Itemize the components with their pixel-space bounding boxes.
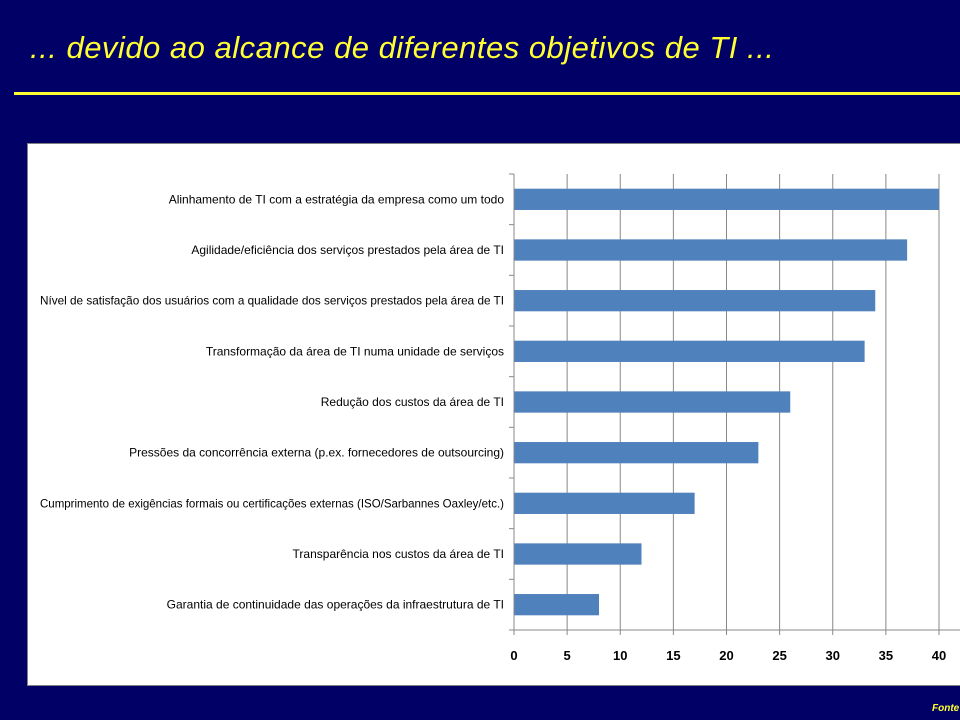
bar (514, 442, 759, 464)
bar (514, 239, 908, 261)
bar (514, 188, 939, 210)
category-label: Transparência nos custos da área de TI (293, 547, 504, 561)
category-label: Alinhamento de TI com a estratégia da em… (169, 192, 505, 206)
x-tick-label: 40 (932, 648, 946, 663)
category-label: Redução dos custos da área de TI (321, 395, 504, 409)
chart-panel: Alinhamento de TI com a estratégia da em… (27, 143, 960, 686)
x-tick-labels: 0 5 10 15 20 25 30 35 40 (510, 648, 946, 663)
chart-axes (509, 173, 960, 635)
bar (514, 340, 865, 362)
x-tick-label: 10 (613, 648, 627, 663)
x-tick-label: 35 (879, 648, 893, 663)
source-label: Fonte (932, 703, 960, 714)
category-label: Agilidade/eficiência dos serviços presta… (191, 243, 504, 257)
category-label: Cumprimento de exigências formais ou cer… (40, 496, 504, 510)
x-tick-label: 20 (719, 648, 733, 663)
bar-chart: Alinhamento de TI com a estratégia da em… (40, 173, 960, 663)
x-tick-label: 0 (510, 648, 517, 663)
bar (514, 290, 876, 312)
chart-bars (514, 188, 939, 616)
bar (514, 543, 642, 565)
category-labels: Alinhamento de TI com a estratégia da em… (40, 192, 504, 611)
x-tick-label: 5 (564, 648, 571, 663)
category-label: Pressões da concorrência externa (p.ex. … (129, 446, 504, 460)
category-label: Nível de satisfação dos usuários com a q… (40, 294, 504, 308)
bar (514, 594, 599, 616)
title-divider (14, 92, 960, 95)
category-label: Garantia de continuidade das operações d… (167, 598, 504, 612)
bar (514, 391, 791, 413)
x-tick-label: 30 (826, 648, 840, 663)
x-tick-label: 15 (666, 648, 680, 663)
x-tick-label: 25 (772, 648, 786, 663)
bar (514, 492, 695, 514)
category-label: Transformação da área de TI numa unidade… (206, 344, 504, 358)
slide-title: ... devido ao alcance de diferentes obje… (30, 30, 775, 65)
